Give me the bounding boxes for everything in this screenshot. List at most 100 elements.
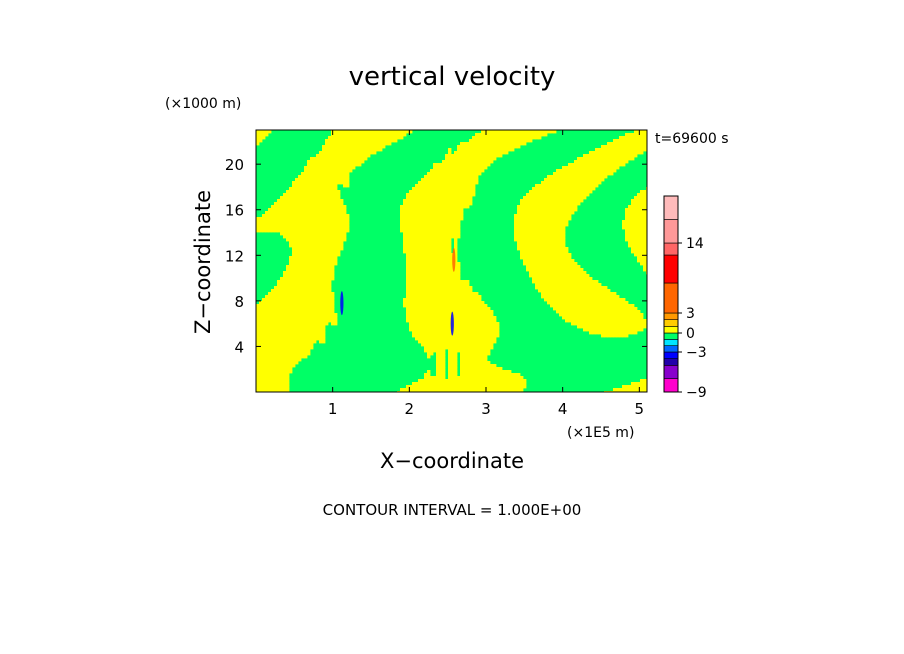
positive-velocity-cell <box>550 247 554 251</box>
positive-velocity-cell <box>583 172 587 176</box>
positive-velocity-cell <box>460 295 464 299</box>
positive-velocity-cell <box>313 181 317 185</box>
positive-velocity-cell <box>475 340 479 344</box>
positive-velocity-cell <box>331 190 335 194</box>
positive-velocity-cell <box>577 160 581 164</box>
positive-velocity-cell <box>451 160 455 164</box>
positive-velocity-cell <box>433 292 437 296</box>
positive-velocity-cell <box>583 271 587 275</box>
positive-velocity-cell <box>328 205 332 209</box>
positive-velocity-cell <box>382 139 386 143</box>
positive-velocity-cell <box>562 307 566 311</box>
positive-velocity-cell <box>616 139 620 143</box>
positive-velocity-cell <box>451 229 455 233</box>
positive-velocity-cell <box>637 208 641 212</box>
positive-velocity-cell <box>622 322 626 326</box>
positive-velocity-cell <box>298 316 302 320</box>
positive-velocity-cell <box>469 139 473 143</box>
positive-velocity-cell <box>355 145 359 149</box>
positive-velocity-cell <box>304 178 308 182</box>
positive-velocity-cell <box>313 289 317 293</box>
positive-velocity-cell <box>478 169 482 173</box>
positive-velocity-cell <box>562 199 566 203</box>
positive-velocity-cell <box>403 298 407 302</box>
positive-velocity-cell <box>295 307 299 311</box>
positive-velocity-cell <box>328 232 332 236</box>
positive-velocity-cell <box>535 241 539 245</box>
positive-velocity-cell <box>319 310 323 314</box>
positive-velocity-cell <box>289 211 293 215</box>
positive-velocity-cell <box>514 226 518 230</box>
positive-velocity-cell <box>604 160 608 164</box>
positive-velocity-cell <box>589 172 593 176</box>
positive-velocity-cell <box>319 217 323 221</box>
positive-velocity-cell <box>487 145 491 149</box>
positive-velocity-cell <box>292 313 296 317</box>
positive-velocity-cell <box>304 220 308 224</box>
positive-velocity-cell <box>307 343 311 347</box>
positive-velocity-cell <box>577 187 581 191</box>
positive-velocity-cell <box>334 187 338 191</box>
positive-velocity-cell <box>316 214 320 218</box>
positive-velocity-cell <box>307 280 311 284</box>
positive-velocity-cell <box>562 259 566 263</box>
positive-velocity-cell <box>358 160 362 164</box>
positive-velocity-cell <box>265 301 269 305</box>
positive-velocity-cell <box>544 220 548 224</box>
positive-velocity-cell <box>433 331 437 335</box>
positive-velocity-cell <box>307 211 311 215</box>
positive-velocity-cell <box>520 226 524 230</box>
positive-velocity-cell <box>550 298 554 302</box>
positive-velocity-cell <box>532 223 536 227</box>
positive-velocity-cell <box>409 322 413 326</box>
positive-velocity-cell <box>328 307 332 311</box>
positive-velocity-cell <box>283 196 287 200</box>
positive-velocity-cell <box>643 145 647 149</box>
positive-velocity-cell <box>280 220 284 224</box>
positive-velocity-cell <box>616 325 620 329</box>
positive-velocity-cell <box>451 310 455 314</box>
positive-velocity-cell <box>487 361 491 365</box>
positive-velocity-cell <box>358 154 362 158</box>
positive-velocity-cell <box>439 235 443 239</box>
positive-velocity-cell <box>409 223 413 227</box>
positive-velocity-cell <box>562 202 566 206</box>
positive-velocity-cell <box>256 319 260 323</box>
positive-velocity-cell <box>283 193 287 197</box>
positive-velocity-cell <box>418 205 422 209</box>
positive-velocity-cell <box>643 190 647 194</box>
positive-velocity-cell <box>547 292 551 296</box>
positive-velocity-cell <box>310 322 314 326</box>
positive-velocity-cell <box>469 298 473 302</box>
positive-velocity-cell <box>631 244 635 248</box>
positive-velocity-cell <box>427 235 431 239</box>
positive-velocity-cell <box>289 310 293 314</box>
positive-velocity-cell <box>298 247 302 251</box>
positive-velocity-cell <box>328 184 332 188</box>
positive-velocity-cell <box>553 244 557 248</box>
positive-velocity-cell <box>526 202 530 206</box>
positive-velocity-cell <box>460 373 464 377</box>
positive-velocity-cell <box>529 133 533 137</box>
positive-velocity-cell <box>625 157 629 161</box>
positive-velocity-cell <box>298 253 302 257</box>
positive-velocity-cell <box>430 316 434 320</box>
positive-velocity-cell <box>421 178 425 182</box>
positive-velocity-cell <box>460 325 464 329</box>
positive-velocity-cell <box>415 298 419 302</box>
positive-velocity-cell <box>409 130 413 134</box>
positive-velocity-cell <box>448 241 452 245</box>
positive-velocity-cell <box>589 157 593 161</box>
positive-velocity-cell <box>640 316 644 320</box>
positive-velocity-cell <box>574 208 578 212</box>
positive-velocity-cell <box>601 160 605 164</box>
positive-velocity-cell <box>283 337 287 341</box>
positive-velocity-cell <box>256 328 260 332</box>
positive-velocity-cell <box>334 202 338 206</box>
positive-velocity-cell <box>307 178 311 182</box>
positive-velocity-cell <box>556 184 560 188</box>
positive-velocity-cell <box>583 274 587 278</box>
positive-velocity-cell <box>439 361 443 365</box>
positive-velocity-cell <box>277 331 281 335</box>
positive-velocity-cell <box>460 169 464 173</box>
